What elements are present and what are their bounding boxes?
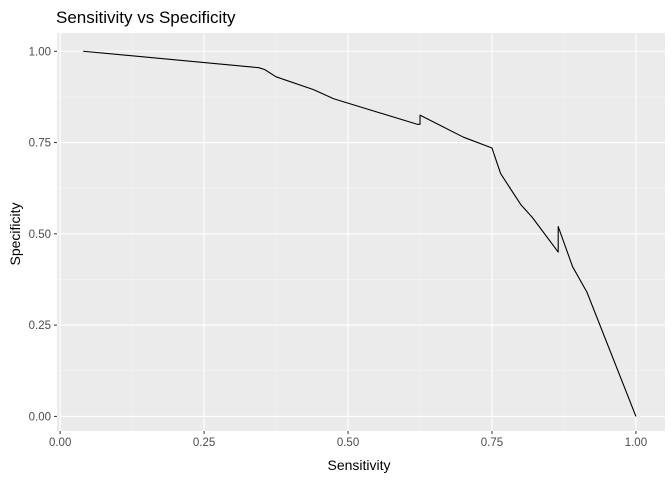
- y-tick-label: 0.00: [29, 411, 51, 423]
- minor-gridlines: [57, 33, 665, 431]
- y-tick-label: 1.00: [29, 46, 51, 58]
- x-axis: 0.00 0.25 0.50 0.75 1.00: [49, 431, 647, 449]
- x-tick-label: 1.00: [625, 437, 647, 449]
- x-tick-label: 0.50: [337, 437, 359, 449]
- series-layer: [83, 50, 637, 417]
- series-line: [83, 50, 637, 417]
- x-tick-label: 0.75: [481, 437, 503, 449]
- y-tick-label: 0.50: [29, 229, 51, 241]
- y-axis: 0.00 0.25 0.50 0.75 1.00: [29, 46, 57, 423]
- x-tick-label: 0.25: [193, 437, 215, 449]
- y-tick-label: 0.25: [29, 320, 51, 332]
- plot-panel: [57, 33, 665, 431]
- chart-title: Sensitivity vs Specificity: [56, 8, 236, 27]
- y-axis-title: Specificity: [7, 202, 23, 265]
- x-tick-label: 0.00: [49, 437, 71, 449]
- y-tick-label: 0.75: [29, 138, 51, 150]
- x-axis-title: Sensitivity: [327, 457, 390, 473]
- major-gridlines: [57, 33, 665, 431]
